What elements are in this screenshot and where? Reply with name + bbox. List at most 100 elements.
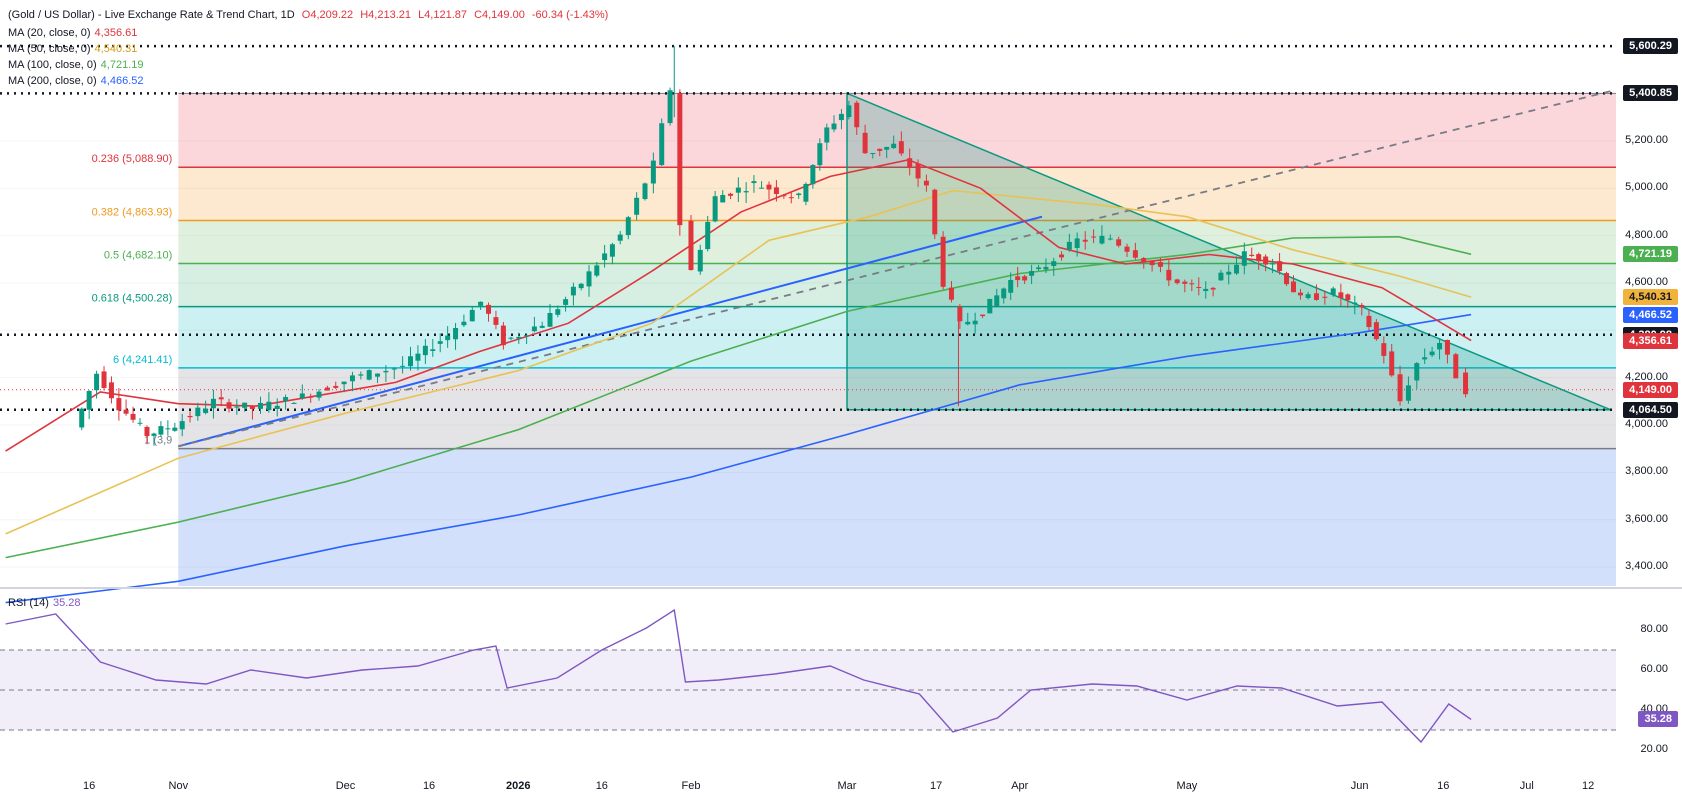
- candle-body: [634, 197, 640, 215]
- y-tick-label: 3,600.00: [1625, 512, 1668, 525]
- x-tick-label: 16: [422, 780, 436, 792]
- candle-body: [1263, 256, 1269, 265]
- price-tag: 4,540.31: [1623, 289, 1678, 306]
- candle-body: [932, 189, 938, 235]
- high-value: H4,213.21: [360, 9, 411, 21]
- candle-body: [1463, 372, 1469, 395]
- rsi-legend[interactable]: RSI (14) 35.28: [8, 597, 81, 609]
- candle-body: [594, 265, 600, 276]
- candle-body: [923, 180, 929, 186]
- candle-body: [697, 249, 703, 272]
- candle-body: [445, 335, 451, 341]
- candle-body: [1381, 343, 1387, 356]
- fib-label: 0.382 (4,863.93): [92, 206, 173, 218]
- candle-body: [531, 326, 537, 332]
- fib-label: 0.236 (5,088.90): [92, 153, 173, 165]
- y-tick-label: 5,000.00: [1625, 181, 1668, 194]
- candle-body: [349, 375, 355, 382]
- candle-body: [972, 320, 978, 325]
- candle-body: [720, 195, 726, 203]
- blue-trendline: [178, 215, 1043, 448]
- candle-body: [948, 287, 954, 300]
- price-tag: 4,466.52: [1623, 306, 1678, 323]
- x-tick-label: Apr: [1011, 780, 1029, 792]
- candle-body: [1397, 374, 1403, 402]
- candle-body: [877, 148, 883, 151]
- candle-body: [341, 381, 347, 385]
- candle-body: [796, 193, 802, 196]
- y-tick-label: 4,200.00: [1625, 370, 1668, 383]
- candle-body: [810, 165, 816, 185]
- candle-body: [1082, 239, 1088, 242]
- candle-body: [308, 396, 314, 398]
- x-tick-label: 17: [930, 780, 943, 792]
- candle-body: [179, 421, 185, 430]
- candle-body: [846, 105, 852, 118]
- change-value: -60.34 (-1.43%): [531, 9, 609, 21]
- rsi-band: [0, 650, 1616, 730]
- candle-body: [659, 123, 665, 166]
- x-tick-label: 16: [595, 780, 608, 792]
- candle-body: [1322, 296, 1328, 298]
- ma200-legend[interactable]: MA (200, close, 0) 4,466.52: [8, 75, 144, 87]
- candle-body: [1366, 315, 1372, 328]
- candle-body: [957, 306, 963, 322]
- candle-body: [1043, 266, 1049, 270]
- candle-body: [642, 183, 648, 200]
- x-tick-label: Feb: [681, 780, 701, 792]
- candle-body: [743, 191, 749, 193]
- candle-body: [165, 428, 171, 430]
- candle-body: [1015, 276, 1021, 281]
- candle-body: [677, 93, 683, 226]
- candle-body: [1437, 342, 1443, 350]
- candle-body: [333, 385, 339, 388]
- ma50-legend[interactable]: MA (50, close, 0) 4,540.31: [8, 43, 138, 55]
- candle-body: [1157, 261, 1163, 267]
- fib-zone-1: [178, 167, 1616, 221]
- x-tick-label: Jun: [1350, 780, 1369, 792]
- candle-body: [1234, 264, 1240, 274]
- candle-body: [1256, 254, 1262, 262]
- y-tick-label: 5,200.00: [1625, 133, 1668, 146]
- candle-body: [705, 221, 711, 250]
- candle-body: [1059, 254, 1065, 258]
- candle-body: [437, 341, 443, 344]
- candle-body: [258, 402, 264, 409]
- candle-body: [1036, 267, 1042, 270]
- y-tick-label: 3,400.00: [1625, 560, 1668, 573]
- ma20-legend[interactable]: MA (20, close, 0) 4,356.61: [8, 27, 138, 39]
- candle-body: [994, 295, 1000, 307]
- candle-body: [824, 127, 830, 143]
- candle-body: [226, 402, 232, 409]
- candle-body: [555, 309, 561, 315]
- candle-body: [1141, 258, 1147, 263]
- rsi-tick-label: 80.00: [1640, 623, 1668, 635]
- candle-body: [1001, 288, 1007, 299]
- candle-body: [1453, 354, 1459, 379]
- rsi-value-tag: 35.28: [1638, 711, 1678, 728]
- candle-body: [291, 402, 297, 404]
- candle-body: [249, 406, 255, 409]
- candle-body: [375, 373, 381, 377]
- candle-body: [1373, 322, 1379, 340]
- candle-body: [1182, 281, 1188, 284]
- candle-body: [94, 373, 100, 391]
- candle-body: [712, 196, 718, 222]
- candle-body: [1196, 286, 1202, 288]
- y-tick-label: 3,800.00: [1625, 465, 1668, 478]
- ma100-line: [5, 235, 1472, 559]
- candle-body: [508, 337, 514, 339]
- candle-body: [415, 353, 421, 361]
- candle-body: [234, 406, 240, 408]
- candle-body: [781, 195, 787, 197]
- ma100-legend[interactable]: MA (100, close, 0) 4,721.19: [8, 59, 144, 71]
- candle-body: [891, 143, 897, 149]
- candle-body: [1107, 238, 1113, 240]
- candle-body: [266, 401, 272, 411]
- candle-body: [987, 298, 993, 314]
- candle-body: [735, 187, 741, 193]
- candle-body: [688, 220, 694, 271]
- candle-body: [187, 415, 193, 418]
- candle-body: [137, 422, 143, 424]
